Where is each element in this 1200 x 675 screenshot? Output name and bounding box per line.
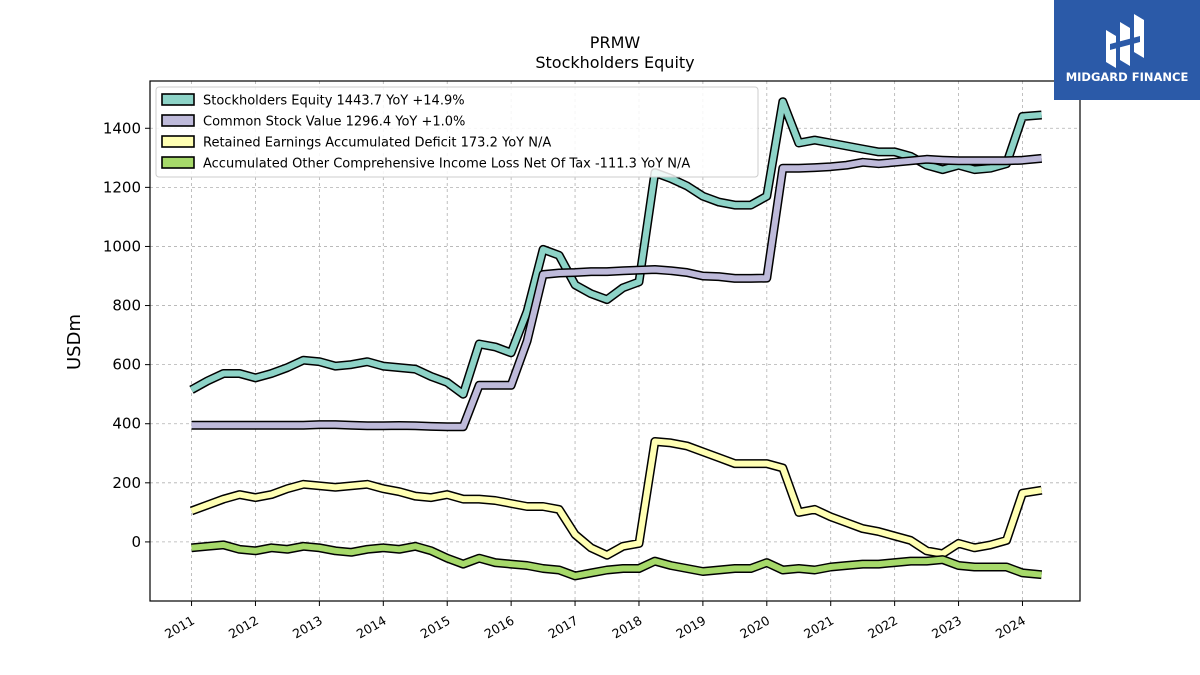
legend-swatch	[161, 114, 195, 127]
y-tick-label: 400	[112, 415, 141, 433]
series-line-3	[191, 541, 1042, 579]
legend-label: Retained Earnings Accumulated Deficit 17…	[203, 136, 551, 151]
x-tick-label: 2014	[354, 613, 389, 642]
x-tick-label: 2022	[865, 613, 900, 642]
y-axis: 0 200 400 600 800 1000 1200 1400	[103, 119, 150, 551]
series-line-1	[191, 155, 1042, 430]
y-tick-label: 1400	[103, 119, 141, 137]
plot-frame	[149, 80, 1081, 602]
y-tick-label: 600	[112, 356, 141, 374]
y-tick-label: 0	[131, 533, 141, 551]
series-layer	[189, 97, 1043, 581]
legend-swatch	[161, 156, 195, 169]
legend-label: Common Stock Value 1296.4 YoY +1.0%	[203, 115, 465, 130]
x-tick-label: 2013	[290, 613, 325, 642]
series-line-2	[190, 438, 1043, 559]
x-tick-label: 2015	[418, 613, 453, 642]
y-tick-label: 1200	[103, 178, 141, 196]
x-tick-label: 2019	[673, 613, 708, 642]
midgard-finance-logo: MIDGARD FINANCE	[1054, 0, 1200, 100]
legend-swatch	[161, 135, 195, 148]
x-tick-label: 2023	[929, 613, 964, 642]
x-tick-label: 2012	[226, 613, 261, 642]
x-axis: 2011 2012 2013 2014 2015 2016 2017 2018 2019 2020…	[162, 601, 1028, 642]
x-tick-label: 2020	[737, 613, 772, 642]
legend-swatch	[161, 93, 195, 106]
legend: Stockholders Equity 1443.7 YoY +14.9% Com…	[155, 86, 759, 178]
y-axis-label: USDm	[64, 314, 85, 370]
x-tick-label: 2017	[546, 613, 581, 642]
chart-subtitle: Stockholders Equity	[535, 53, 695, 72]
x-tick-label: 2024	[993, 613, 1028, 642]
x-tick-label: 2011	[162, 613, 197, 642]
y-tick-label: 1000	[103, 237, 141, 255]
legend-label: Accumulated Other Comprehensive Income L…	[203, 157, 690, 172]
x-tick-label: 2016	[482, 613, 517, 642]
chart-title: PRMW	[589, 33, 641, 52]
brand-name: MIDGARD FINANCE	[1065, 70, 1189, 84]
logo-mark-icon	[1106, 14, 1144, 68]
legend-label: Stockholders Equity 1443.7 YoY +14.9%	[203, 94, 465, 109]
x-tick-label: 2021	[801, 613, 836, 642]
y-tick-label: 200	[112, 474, 141, 492]
x-tick-label: 2018	[609, 613, 644, 642]
series-line-0	[190, 98, 1042, 398]
legend-box	[155, 86, 759, 178]
y-tick-label: 800	[112, 297, 141, 315]
